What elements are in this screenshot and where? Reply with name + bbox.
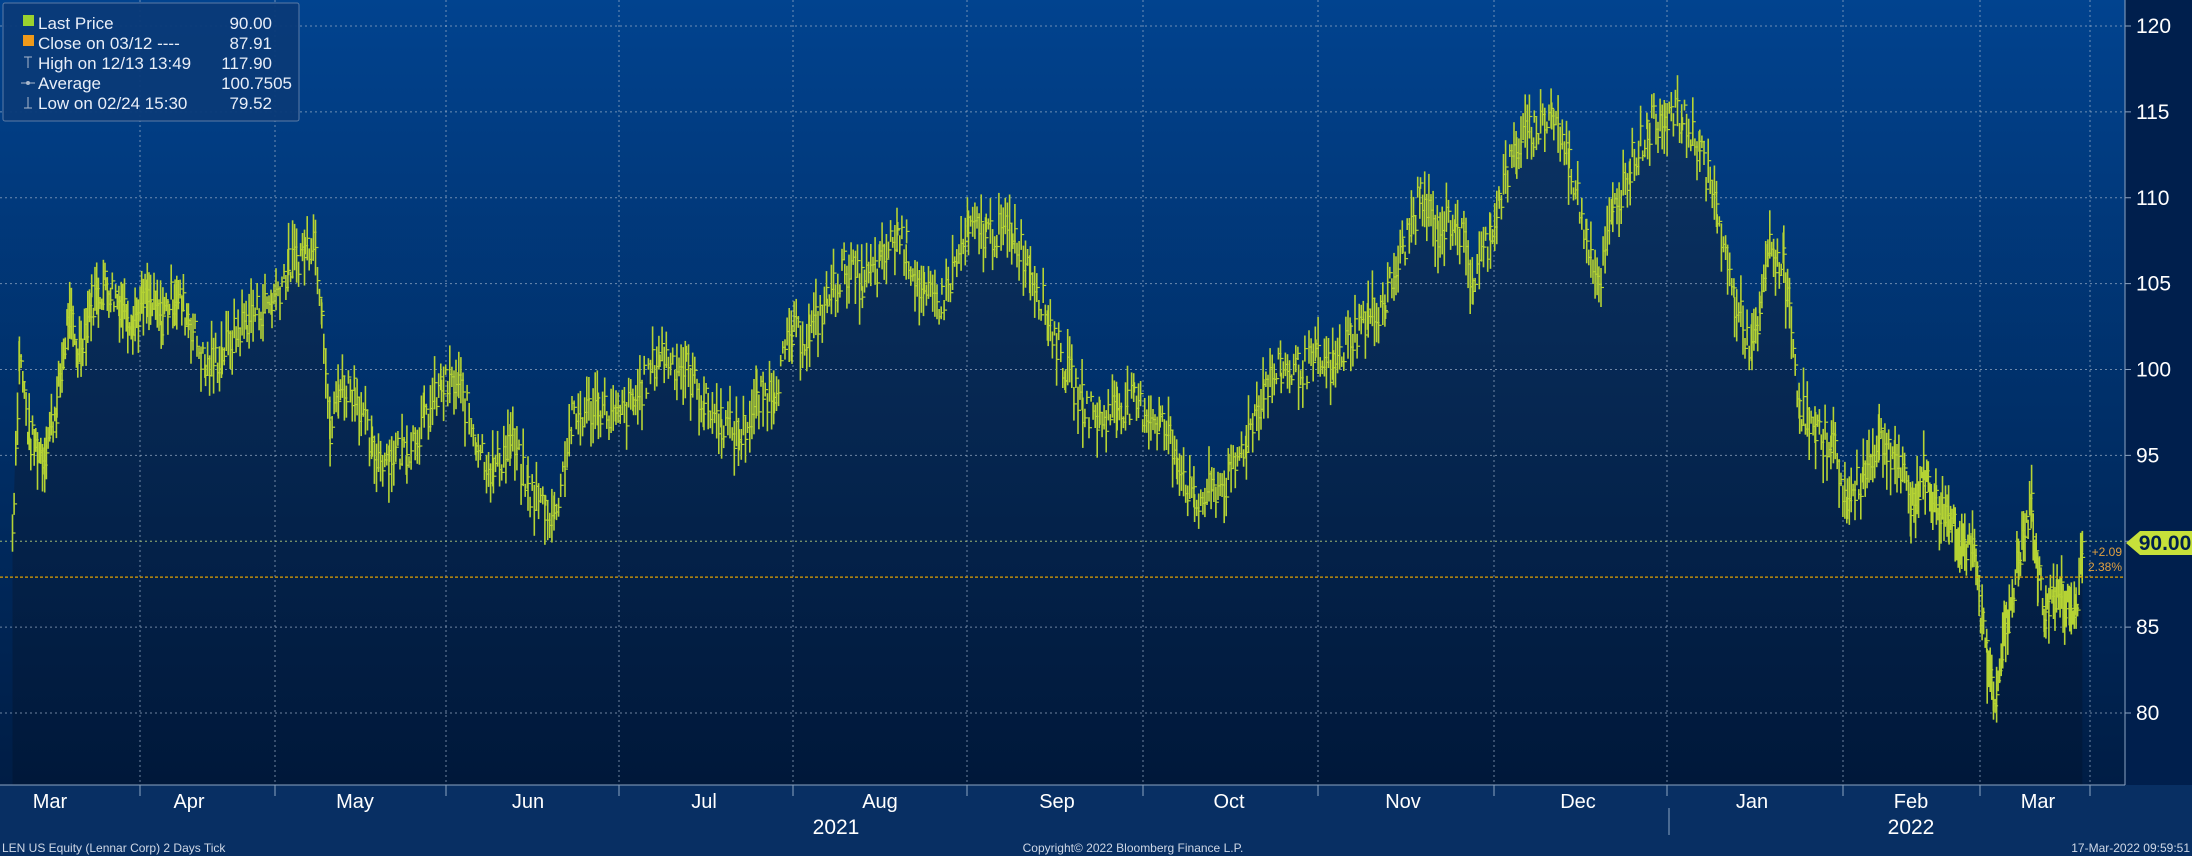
legend-label-low: Low on 02/24 15:30: [38, 94, 187, 113]
x-tick-label-8: Nov: [1385, 791, 1421, 813]
x-axis-band: [0, 785, 2192, 856]
last-price-tag-shape: [2126, 531, 2192, 555]
high-marker-icon: [24, 56, 32, 68]
green-square-icon: [23, 15, 34, 26]
y-tick-label-105: 105: [2136, 273, 2171, 296]
average-marker-icon: [21, 81, 35, 85]
legend-background: [2, 2, 300, 122]
x-tick-label-1: Apr: [173, 791, 204, 813]
price-bars: [0, 75, 2125, 723]
x-tick-label-11: Feb: [1894, 791, 1928, 813]
y-tick-label-95: 95: [2136, 444, 2159, 467]
legend-label-close: Close on 03/12 ----: [38, 34, 180, 53]
y-tick-label-100: 100: [2136, 359, 2171, 382]
legend-box: Last Price 90.00 Close on 03/12 ---- 87.…: [2, 2, 300, 122]
footer-timestamp: 17-Mar-2022 09:59:51: [2071, 841, 2190, 855]
x-tick-label-10: Jan: [1736, 791, 1768, 813]
legend-value-average: 100.7505: [221, 74, 292, 93]
legend-label-average: Average: [38, 74, 101, 93]
x-tick-label-6: Sep: [1039, 791, 1075, 813]
legend-value-low: 79.52: [229, 94, 272, 113]
year-label-2021: 2021: [813, 816, 860, 839]
x-tick-label-3: Jun: [512, 791, 544, 813]
x-tick-label-4: Jul: [691, 791, 717, 813]
y-tick-label-85: 85: [2136, 616, 2159, 639]
orange-square-icon: [23, 35, 34, 46]
year-labels: 2021 2022: [813, 816, 1935, 839]
x-tick-label-12: Mar: [2021, 791, 2056, 813]
last-price-tag: 90.00: [2126, 531, 2192, 555]
y-tick-label-120: 120: [2136, 15, 2171, 38]
y-tick-label-80: 80: [2136, 702, 2159, 725]
low-marker-icon: [24, 97, 32, 109]
legend-value-close: 87.91: [229, 34, 272, 53]
last-price-tag-text: 90.00: [2139, 532, 2192, 555]
legend-value-high: 117.90: [221, 54, 272, 73]
change-absolute: +2.09: [2092, 545, 2123, 559]
footer-security: LEN US Equity (Lennar Corp) 2 Days Tick: [2, 841, 226, 855]
x-tick-label-0: Mar: [33, 791, 68, 813]
x-tick-label-7: Oct: [1213, 791, 1245, 813]
footer-copyright: Copyright© 2022 Bloomberg Finance L.P.: [1023, 841, 1244, 855]
price-area-fill: [12, 75, 2083, 785]
year-label-2022: 2022: [1888, 816, 1935, 839]
y-tick-label-115: 115: [2136, 101, 2169, 124]
x-axis-ticks: Mar Apr May Jun Jul Aug Sep Oct Nov Dec Jan Feb Mar: [33, 785, 2091, 835]
legend-value-last-price: 90.00: [229, 14, 272, 33]
x-tick-label-9: Dec: [1560, 791, 1596, 813]
x-tick-label-5: Aug: [862, 791, 898, 813]
x-tick-label-2: May: [336, 791, 374, 813]
legend-label-last-price: Last Price: [38, 14, 114, 33]
legend-label-high: High on 12/13 13:49: [38, 54, 191, 73]
change-percent: 2.38%: [2088, 560, 2122, 574]
y-tick-label-110: 110: [2136, 187, 2169, 210]
